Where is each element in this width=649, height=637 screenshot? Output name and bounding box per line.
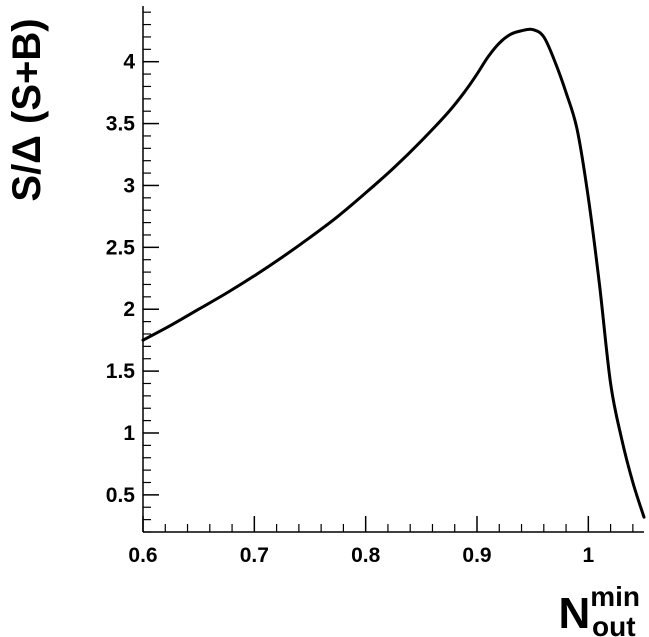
series-layer — [141, 27, 646, 519]
tick-labels: 0.6 0.7 0.8 0.9 1 0.5 1 1.5 2 2.5 3 3.5 4 — [106, 51, 595, 567]
y-axis-title: S/Δ (S+B) — [5, 18, 49, 201]
y-tick-label: 3.5 — [106, 113, 136, 136]
x-tick-label: 0.7 — [240, 544, 269, 567]
y-tick-label: 1.5 — [106, 360, 136, 383]
plot-frame — [142, 6, 644, 533]
x-tick-label: 1 — [582, 544, 594, 567]
x-axis-title-subscript: out — [592, 611, 636, 637]
y-tick-label: 4 — [123, 51, 135, 74]
y-tick-label: 2.5 — [106, 236, 136, 259]
y-tick-label: 2 — [123, 298, 135, 321]
axis-ticks — [142, 11, 634, 533]
x-axis-title-superscript: min — [590, 581, 640, 612]
x-tick-label: 0.8 — [351, 544, 381, 567]
x-tick-label: 0.6 — [128, 544, 157, 567]
x-axis-title-base: N — [558, 589, 590, 637]
x-tick-label: 0.9 — [462, 544, 491, 567]
y-tick-label: 3 — [123, 174, 135, 197]
y-tick-label: 0.5 — [106, 484, 136, 507]
series-line — [141, 27, 646, 519]
y-tick-label: 1 — [123, 422, 135, 445]
axis-titles: S/Δ (S+B) Nmin out — [5, 18, 640, 637]
x-axis-title: Nmin out — [558, 581, 640, 637]
